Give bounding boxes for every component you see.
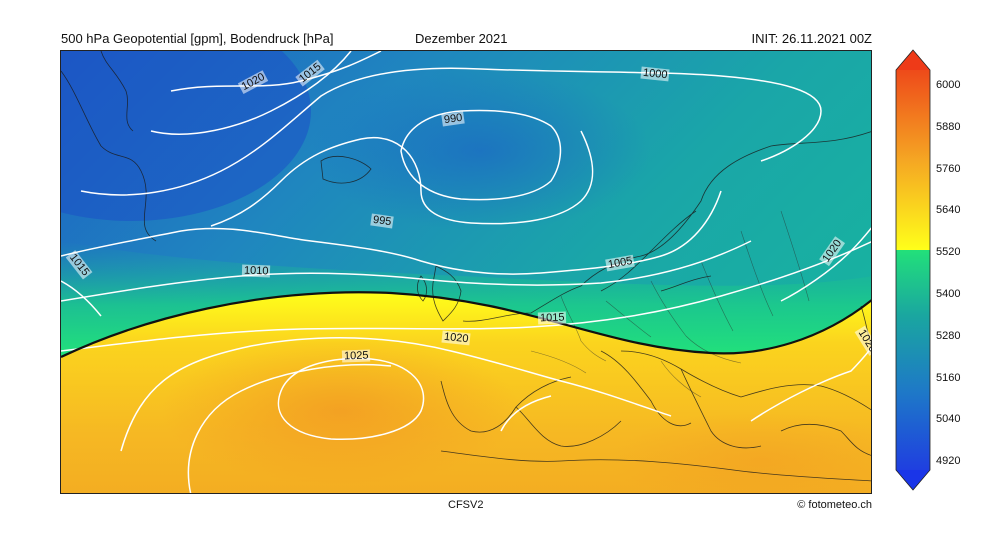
forecast-month: Dezember 2021 — [415, 31, 508, 46]
colorbar-tick-label: 4920 — [936, 455, 961, 468]
colorbar-tick-label: 5640 — [936, 204, 961, 217]
colorbar-max-arrow — [896, 50, 930, 70]
credit-text: © fotometeo.ch — [797, 499, 872, 511]
model-name: CFSV2 — [448, 499, 484, 511]
colorbar-tick-label: 5520 — [936, 246, 961, 259]
colorbar-min-arrow — [896, 470, 930, 490]
map-title: 500 hPa Geopotential [gpm], Bodendruck [… — [61, 31, 334, 46]
init-time: INIT: 26.11.2021 00Z — [751, 31, 872, 46]
colorbar — [895, 49, 931, 491]
colorbar-tick-label: 5040 — [936, 413, 961, 426]
colorbar-tick-label: 5280 — [936, 329, 961, 342]
isobar-label: 1010 — [241, 264, 271, 278]
isobars — [61, 51, 871, 493]
colorbar-tick-label: 5400 — [936, 288, 961, 300]
country-borders — [530, 210, 810, 398]
weather-map-canvas — [61, 51, 871, 493]
colorbar-cold-segment — [896, 250, 930, 470]
colorbar-warm-segment — [896, 70, 930, 250]
isobar-label: 1015 — [537, 311, 567, 325]
weather-map: 1020 1015 1000 990 995 1015 1010 1005 10… — [60, 50, 872, 494]
colorbar-tick-label: 5760 — [936, 162, 961, 175]
colorbar-tick-label: 5880 — [936, 120, 961, 133]
colorbar-tick-label: 6000 — [936, 79, 961, 91]
colorbar-tick-label: 5160 — [936, 371, 961, 384]
isobar-label: 1025 — [341, 349, 371, 363]
geopotential-5520-line — [61, 291, 871, 358]
